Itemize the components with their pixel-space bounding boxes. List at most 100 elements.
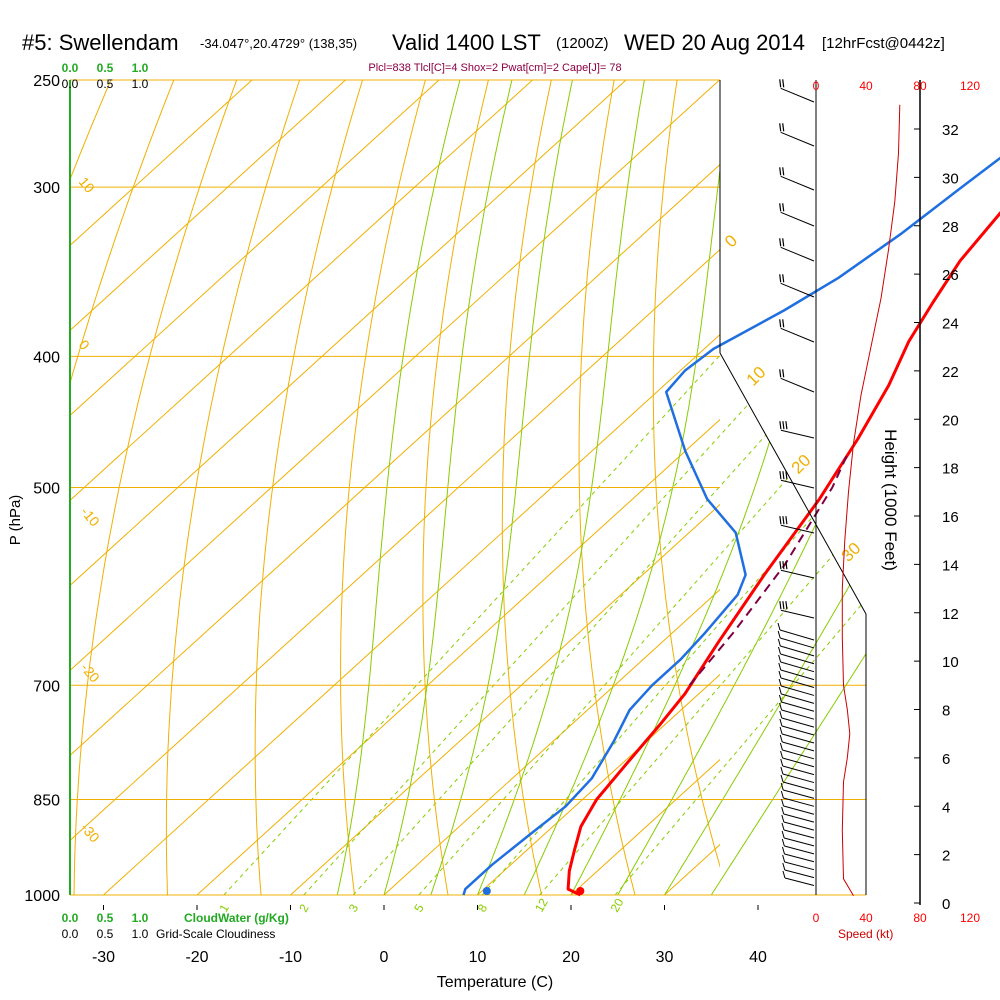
- wind-barb: [779, 710, 815, 728]
- wind-barb: [780, 790, 815, 807]
- mixing-ratio-label: 2: [296, 901, 312, 914]
- cloudiness-tick-bottom: 1.0: [132, 927, 149, 941]
- isotherm-line: [383, 588, 720, 895]
- height-tick-label: 4: [942, 799, 950, 816]
- dry-adiabat-line: [992, 56, 1000, 924]
- pressure-tick-label: 400: [33, 349, 60, 366]
- wind-barb: [781, 822, 815, 839]
- dry-adiabat-line: [70, 80, 175, 386]
- wind-barb: [781, 838, 815, 855]
- dry-adiabat-line: [578, 80, 636, 895]
- x-tick-label: 20: [562, 949, 580, 966]
- height-tick-label: 6: [942, 751, 950, 768]
- moist-adiabat-line: [430, 80, 573, 895]
- mixing-ratio-label: 3: [346, 901, 362, 914]
- wind-barb: [779, 516, 815, 534]
- wind-barb: [779, 471, 815, 489]
- wind-barb: [779, 203, 815, 227]
- wind-barb: [779, 79, 815, 103]
- forecast-info: [12hrFcst@0442z]: [822, 35, 945, 52]
- wind-barb: [779, 734, 815, 752]
- height-tick-label: 0: [942, 896, 950, 913]
- surface-dewpoint-point: [482, 887, 491, 895]
- mixing-ratio-line: [614, 355, 866, 895]
- cloudiness-tick-top: 0.0: [62, 77, 79, 91]
- x-tick-label: 0: [380, 949, 389, 966]
- height-tick-label: 24: [942, 316, 959, 333]
- height-tick-label: 16: [942, 509, 959, 526]
- wind-barb: [779, 319, 815, 343]
- mixing-ratio-line: [418, 355, 866, 895]
- temperature-line: [566, 211, 1000, 897]
- height-tick-label: 10: [942, 654, 959, 671]
- wind-barb: [780, 782, 815, 799]
- height-tick-label: 8: [942, 703, 950, 720]
- height-tick-label: 26: [942, 267, 959, 284]
- zulu-time: (1200Z): [556, 35, 609, 52]
- speed-tick-top: 0: [813, 79, 820, 93]
- moist-adiabats: [336, 80, 866, 895]
- speed-tick-bottom: 120: [960, 911, 980, 925]
- pressure-tick-label: 300: [33, 180, 60, 197]
- speed-tick-top: 80: [913, 79, 927, 93]
- profiles: [462, 156, 1000, 897]
- speed-tick-bottom: 80: [913, 911, 927, 925]
- dry-adiabat-line: [501, 80, 552, 895]
- wind-barb: [781, 798, 815, 815]
- wind-barb: [777, 646, 815, 665]
- cloudwater-tick-top: 1.0: [132, 61, 149, 75]
- axes: -30 -20 -10 0 10 20 30 402503004005007008501000…: [24, 61, 980, 966]
- x-tick-label: 10: [469, 949, 487, 966]
- valid-time: Valid 1400 LST: [392, 30, 541, 55]
- x-tick-label: 40: [749, 949, 767, 966]
- wind-barb: [778, 670, 815, 689]
- speed-tick-top: 120: [960, 79, 980, 93]
- height-axis-title: Height (1000 Feet): [881, 429, 900, 571]
- wind-barb: [780, 750, 815, 768]
- speed-tick-top: 40: [859, 79, 873, 93]
- dry-adiabat-line: [340, 80, 426, 895]
- dry-adiabat-line: [254, 80, 364, 895]
- mixing-ratio-lines: [223, 355, 866, 895]
- wind-barb: [779, 369, 815, 393]
- cloudwater-tick-top: 0.0: [62, 61, 79, 75]
- height-tick-label: 12: [942, 606, 959, 623]
- dewpoint-line: [462, 156, 1000, 896]
- mixing-ratio-line: [303, 355, 793, 895]
- isotherm-label: 10: [743, 363, 770, 390]
- wind-barb: [777, 630, 815, 649]
- station-coords: -34.047°,20.4729° (138,35): [200, 36, 357, 51]
- cloudiness-label: Grid-Scale Cloudiness: [156, 927, 275, 941]
- pressure-tick-label: 700: [33, 678, 60, 695]
- mixing-ratio-line: [539, 355, 866, 895]
- wind-barb: [780, 758, 815, 776]
- wind-barb: [777, 622, 815, 641]
- wind-barb: [779, 238, 815, 262]
- isotherm-label: 20: [788, 451, 815, 478]
- dry-adiabat-label: 10: [76, 174, 98, 196]
- dry-adiabat-label: -30: [78, 820, 103, 846]
- wind-barb: [782, 854, 815, 871]
- wind-barb: [778, 654, 815, 673]
- valid-date: WED 20 Aug 2014: [624, 30, 805, 55]
- dry-adiabat-label: -10: [78, 504, 103, 530]
- wind-barb: [778, 686, 815, 704]
- wind-panel-boundary: [719, 352, 867, 895]
- pressure-tick-label: 250: [33, 73, 60, 90]
- speed-tick-bottom: 0: [813, 911, 820, 925]
- wind-barb: [781, 814, 815, 831]
- pressure-tick-label: 850: [33, 792, 60, 809]
- dry-adiabat-label: -20: [78, 660, 103, 686]
- wind-speed-line: [841, 104, 901, 896]
- cloudiness-tick-bottom: 0.0: [62, 927, 79, 941]
- height-tick-label: 28: [942, 219, 959, 236]
- pressure-tick-label: 500: [33, 481, 60, 498]
- wind-barb: [779, 167, 815, 191]
- isotherm-line: [758, 80, 1000, 895]
- height-tick-label: 30: [942, 170, 959, 187]
- dry-adiabat-line: [652, 80, 720, 869]
- x-axis-title: Temperature (C): [437, 974, 553, 991]
- isotherm-line: [70, 80, 440, 417]
- wind-barb: [779, 742, 815, 760]
